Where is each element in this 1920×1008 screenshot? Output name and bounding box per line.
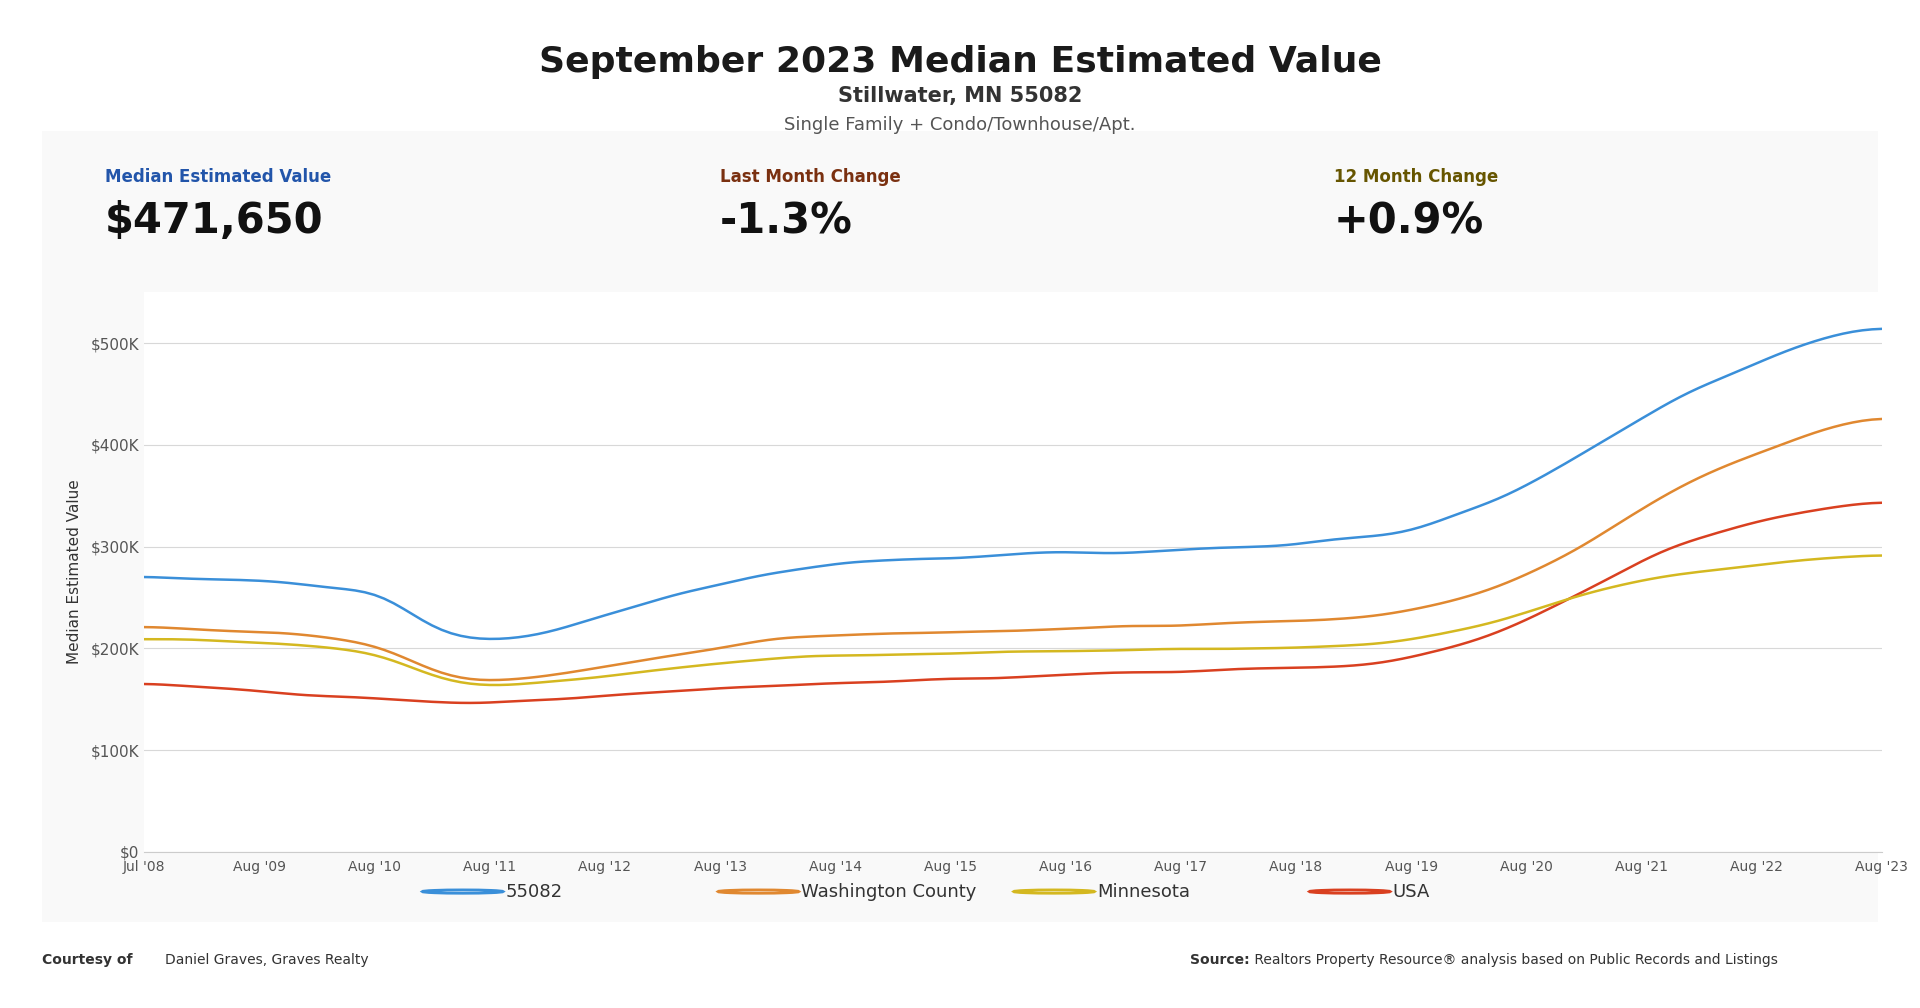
Text: Stillwater, MN 55082: Stillwater, MN 55082 [837,86,1083,106]
Y-axis label: Median Estimated Value: Median Estimated Value [67,480,83,664]
Text: Realtors Property Resource® analysis based on Public Records and Listings: Realtors Property Resource® analysis bas… [1250,953,1778,967]
Text: $471,650: $471,650 [106,201,324,242]
Text: 55082: 55082 [505,883,563,900]
Text: 12 Month Change: 12 Month Change [1334,168,1498,185]
Text: Median Estimated Value: Median Estimated Value [106,168,332,185]
Text: Source:: Source: [1190,953,1250,967]
FancyBboxPatch shape [23,123,1897,930]
Text: Washington County: Washington County [801,883,977,900]
Text: USA: USA [1392,883,1430,900]
Text: Last Month Change: Last Month Change [720,168,900,185]
Text: Daniel Graves, Graves Realty: Daniel Graves, Graves Realty [165,953,369,967]
Text: September 2023 Median Estimated Value: September 2023 Median Estimated Value [540,45,1380,80]
Text: -1.3%: -1.3% [720,201,852,242]
Text: Single Family + Condo/Townhouse/Apt.: Single Family + Condo/Townhouse/Apt. [783,116,1137,134]
Text: Courtesy of: Courtesy of [42,953,132,967]
Text: Minnesota: Minnesota [1096,883,1190,900]
Text: +0.9%: +0.9% [1334,201,1484,242]
